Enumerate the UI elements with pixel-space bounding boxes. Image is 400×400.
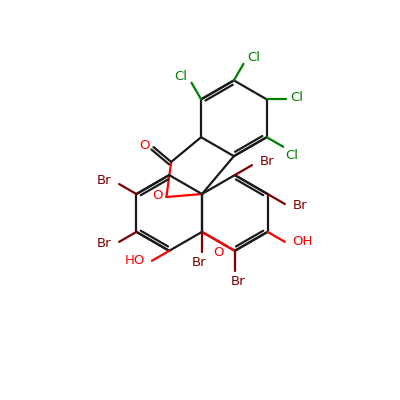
Text: Br: Br bbox=[260, 156, 274, 168]
Text: Br: Br bbox=[231, 276, 245, 288]
Text: Br: Br bbox=[97, 237, 111, 250]
Text: Br: Br bbox=[192, 256, 206, 270]
Text: Cl: Cl bbox=[174, 70, 187, 82]
Text: Cl: Cl bbox=[248, 50, 261, 64]
Text: Br: Br bbox=[293, 200, 307, 212]
Text: OH: OH bbox=[292, 235, 312, 248]
Text: O: O bbox=[152, 188, 162, 202]
Text: Cl: Cl bbox=[286, 149, 298, 162]
Text: Br: Br bbox=[97, 174, 111, 187]
Text: O: O bbox=[213, 246, 224, 259]
Text: HO: HO bbox=[125, 254, 145, 267]
Text: O: O bbox=[140, 138, 150, 152]
Text: Cl: Cl bbox=[290, 91, 304, 104]
